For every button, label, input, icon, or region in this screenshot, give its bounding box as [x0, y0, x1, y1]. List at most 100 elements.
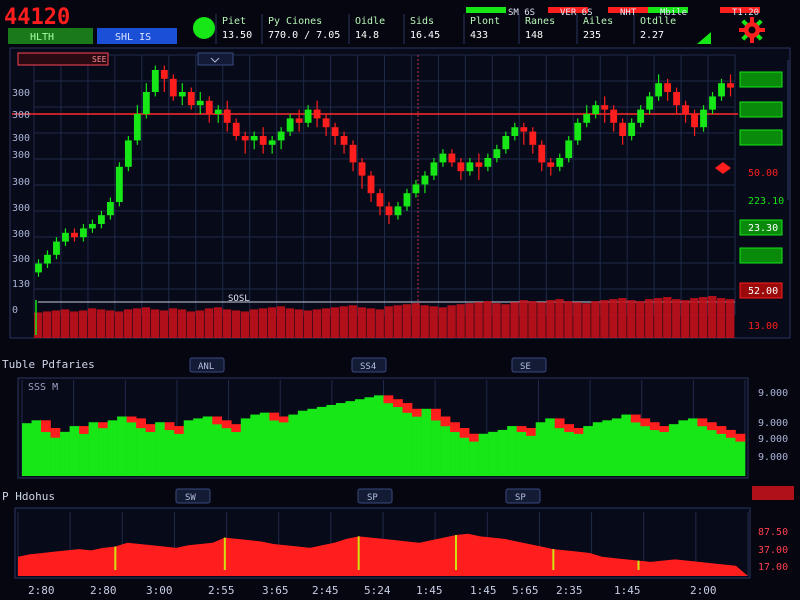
candle	[250, 136, 258, 141]
price-badge	[739, 282, 783, 299]
volume-bar	[294, 309, 304, 338]
candle	[331, 127, 339, 136]
area-y-tick-label: 9.000	[758, 388, 788, 399]
right-axis-price-label: 52.00	[748, 286, 778, 297]
header-tile-label: Ranes	[525, 16, 555, 27]
chevron-down-icon	[210, 57, 220, 63]
candle	[727, 83, 734, 88]
vertical-scrollbar[interactable]	[787, 60, 791, 200]
candle	[457, 162, 465, 172]
bottom-tab[interactable]	[357, 488, 393, 504]
chart-toolbar-tab[interactable]	[17, 52, 109, 66]
green-area-chart: 9.000 9.000 9.000 9.000	[21, 380, 788, 476]
legend-label: Mbile	[660, 8, 687, 18]
bottom-chart-title: P Hdohus	[2, 490, 55, 503]
settings-gear-icon[interactable]	[739, 17, 765, 43]
bottom-tab[interactable]	[505, 488, 541, 504]
area-column	[469, 437, 479, 476]
header-tile-label: Otdlle	[640, 16, 676, 27]
volume-bar	[240, 311, 250, 338]
volume-bar	[204, 308, 214, 338]
candle	[313, 109, 321, 119]
area-chart-subtitle: SSS M	[28, 382, 58, 393]
y-axis-tick-label: 300	[12, 110, 30, 121]
area-column	[364, 397, 375, 476]
area-tab[interactable]	[189, 357, 225, 373]
area-column	[478, 433, 489, 476]
area-column	[50, 433, 61, 476]
header-tile-label: Piet	[222, 16, 246, 27]
area-decline-segment	[564, 424, 575, 432]
bottom-y-tick-label: 87.50	[758, 527, 788, 538]
volume-bar	[582, 303, 591, 338]
bottom-tab-label: SP	[515, 493, 526, 503]
area-decline-segment	[716, 426, 727, 434]
area-decline-segment	[278, 416, 289, 423]
area-column	[335, 403, 346, 476]
area-column	[649, 426, 660, 476]
legend-swatch	[608, 7, 648, 13]
candle	[538, 144, 546, 163]
legend-label: SM 6S	[508, 8, 535, 18]
volume-bar	[627, 300, 636, 338]
candle	[349, 144, 357, 163]
tab-shl[interactable]	[97, 28, 177, 44]
area-decline-segment	[630, 414, 641, 423]
area-column	[630, 418, 641, 476]
area-decline-segment	[412, 408, 422, 417]
area-column	[240, 418, 251, 476]
candle	[160, 70, 168, 79]
header-tile-label: Sids	[410, 16, 434, 27]
volume-bar	[276, 306, 286, 338]
volume-bar	[105, 310, 115, 338]
candle	[80, 228, 87, 238]
area-tab[interactable]	[511, 357, 547, 373]
x-axis-tick-label: 1:45	[416, 584, 443, 597]
volume-bar	[321, 308, 330, 338]
candle	[403, 193, 411, 207]
section-tabs: ANL SS4 SE SW SP SP	[175, 357, 547, 504]
area-column	[583, 426, 594, 476]
x-axis-tick-label: 5:24	[364, 584, 391, 597]
volume-bar	[384, 306, 393, 338]
area-column	[573, 429, 584, 476]
signal-strength-icon	[697, 32, 711, 44]
price-badge	[739, 219, 783, 236]
area-decline-segment	[649, 422, 660, 431]
volume-bar	[708, 296, 717, 338]
chart-toolbar-dropdown[interactable]	[197, 52, 234, 66]
candle	[583, 114, 591, 123]
candle	[502, 136, 510, 150]
candle	[664, 83, 672, 92]
area-column	[79, 429, 89, 476]
area-decline-segment	[174, 426, 185, 434]
area-column	[164, 426, 175, 476]
header-tile-label: Py Ciones	[268, 16, 322, 27]
volume-bar	[636, 301, 645, 338]
y-axis-tick-label: 300	[12, 229, 30, 240]
volume-bar	[519, 300, 528, 338]
candle	[700, 109, 707, 128]
tab-health[interactable]	[8, 28, 93, 44]
area-tab[interactable]	[351, 357, 387, 373]
bottom-tab[interactable]	[175, 488, 211, 504]
candle	[44, 254, 51, 264]
volume-bar	[114, 311, 124, 338]
candle	[142, 92, 150, 114]
candle	[232, 122, 240, 136]
bottom-badge	[752, 486, 794, 500]
volume-bar	[555, 299, 564, 338]
candle	[619, 122, 627, 136]
volume-bar	[69, 311, 79, 338]
header-tile-label: Oidle	[355, 16, 385, 27]
y-axis-tick-label: 300	[12, 203, 30, 214]
area-column	[516, 428, 527, 476]
volume-bar	[618, 298, 627, 338]
area-decline-segment	[126, 416, 137, 423]
area-column	[107, 420, 118, 476]
x-axis-tick-label: 3:65	[262, 584, 289, 597]
area-column	[212, 420, 223, 476]
volume-bar	[393, 305, 402, 338]
candle	[214, 109, 222, 114]
candle	[412, 184, 420, 194]
